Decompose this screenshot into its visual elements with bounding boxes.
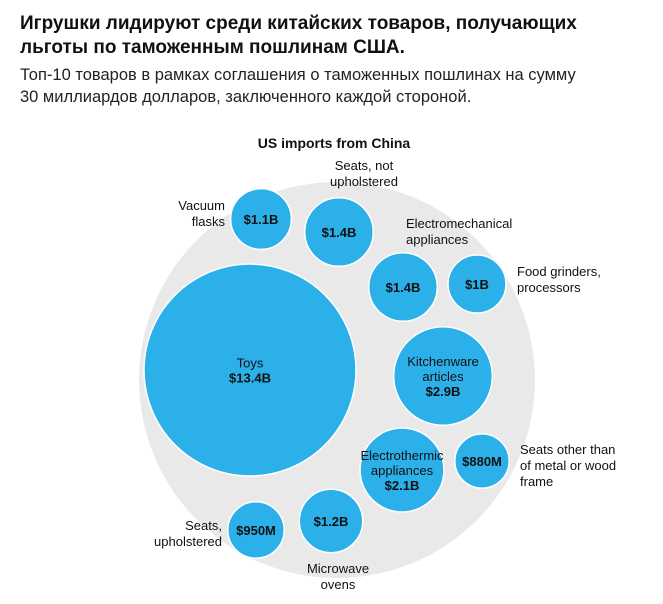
bubble-name-toys: Toys [237,356,264,371]
page-title: Игрушки лидируют среди китайских товаров… [20,12,650,60]
bubble-seats-upholstered [227,501,285,559]
bubble-value-toys: $13.4B [229,371,271,386]
bubble-electromechanical-appliances [367,251,439,323]
subtitle-line-1: Топ-10 товаров в рамках соглашения о там… [20,66,576,84]
bubble-food-grinders-processors [447,254,507,314]
bubble-value-electrothermic-appliances: $2.1B [385,478,420,493]
bubble-name-kitchenware-articles: articles [422,369,464,384]
bubble-value-microwave-ovens: $1.2B [314,514,349,529]
label-microwave-ovens: Microwave [307,561,369,576]
bubble-kitchenware-articles [392,325,494,427]
bubble-name-kitchenware-articles: Kitchenware [407,354,479,369]
bubble-value-vacuum-flasks: $1.1B [244,212,279,227]
label-vacuum-flasks: flasks [192,214,226,229]
label-seats-other-than-of-metal-or-wood-frame: Seats other than [520,442,615,457]
label-seats-not-upholstered: Seats, not [335,158,394,173]
bubble-name-electrothermic-appliances: appliances [371,463,434,478]
title-line-2: льготы по таможенным пошлинам США. [20,37,405,58]
bubble-value-seats-other-than-of-metal-or-wood-frame: $880M [462,454,502,469]
bubble-electrothermic-appliances [359,427,445,513]
bubble-value-seats-upholstered: $950M [236,523,276,538]
label-food-grinders-processors: processors [517,280,581,295]
bubble-vacuum-flasks [229,187,293,251]
chart-title: US imports from China [258,135,411,151]
label-microwave-ovens: ovens [321,577,356,592]
label-seats-upholstered: upholstered [154,534,222,549]
label-electromechanical-appliances: appliances [406,232,469,247]
bubble-seats-not-upholstered [303,196,375,268]
bubble-value-food-grinders-processors: $1B [465,277,489,292]
bubble-toys [143,263,357,477]
bubble-value-seats-not-upholstered: $1.4B [322,225,357,240]
label-seats-upholstered: Seats, [185,518,222,533]
bubble-microwave-ovens [298,488,364,554]
bubbles-group [143,187,510,559]
bubble-value-kitchenware-articles: $2.9B [426,384,461,399]
label-seats-other-than-of-metal-or-wood-frame: of metal or wood [520,458,616,473]
label-vacuum-flasks: Vacuum [178,198,225,213]
label-seats-other-than-of-metal-or-wood-frame: frame [520,474,553,489]
label-electromechanical-appliances: Electromechanical [406,216,512,231]
title-line-1: Игрушки лидируют среди китайских товаров… [20,13,577,34]
label-seats-not-upholstered: upholstered [330,174,398,189]
page-subtitle: Топ-10 товаров в рамках соглашения о там… [20,64,650,108]
bubble-seats-other-than-of-metal-or-wood-frame [454,433,510,489]
bubble-name-electrothermic-appliances: Electrothermic [360,448,444,463]
label-food-grinders-processors: Food grinders, [517,264,601,279]
bubble-value-electromechanical-appliances: $1.4B [386,280,421,295]
subtitle-line-2: 30 миллиардов долларов, заключенного каж… [20,88,472,106]
